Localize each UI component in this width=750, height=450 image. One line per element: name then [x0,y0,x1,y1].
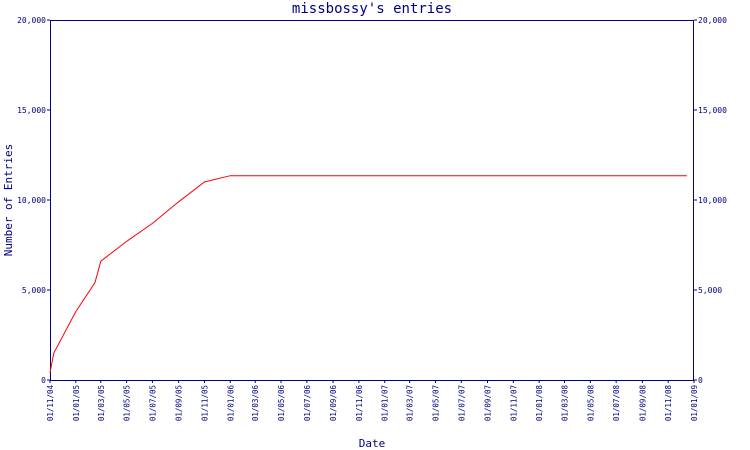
x-tick-label: 01/11/06 [355,385,364,422]
y-tick-label-right: 15,000 [698,106,727,115]
x-tick-label: 01/03/06 [251,385,260,422]
y-tick-label: 10,000 [17,196,46,205]
y-tick-label: 5,000 [22,286,46,295]
x-tick-label: 01/11/04 [46,385,55,422]
right-y-axis: 0 5,000 10,000 15,000 20,000 [694,16,727,385]
series-line-entries [49,175,687,373]
left-y-axis: 0 5,000 10,000 15,000 20,000 [17,16,50,385]
x-tick-label: 01/09/05 [175,385,184,421]
x-tick-label: 01/05/06 [277,385,286,422]
plot-area-border [50,20,694,381]
x-tick-label: 01/05/05 [123,385,132,421]
y-tick-label: 20,000 [17,16,46,25]
x-tick-label: 01/01/05 [72,385,81,421]
x-tick-label: 01/09/06 [329,385,338,422]
x-tick-label: 01/11/08 [664,385,673,422]
x-tick-label: 01/03/07 [406,385,415,421]
x-tick-label: 01/09/07 [484,385,493,421]
y-tick-label-right: 5,000 [698,286,722,295]
y-tick-label: 15,000 [17,106,46,115]
y-tick-label-right: 10,000 [698,196,727,205]
y-tick-label-right: 20,000 [698,16,727,25]
x-tick-label: 01/07/05 [148,385,157,421]
chart-title: missbossy's entries [292,1,452,17]
x-tick-label: 01/01/06 [226,385,235,422]
x-tick-label: 01/01/08 [535,385,544,422]
x-axis: 01/11/04 01/01/05 01/03/05 01/05/05 01/07/05… [46,380,699,421]
x-tick-label: 01/07/06 [303,385,312,422]
x-tick-label: 01/11/07 [509,385,518,421]
x-tick-label: 01/11/05 [200,385,209,421]
y-axis-title: Number of Entries [2,144,15,257]
y-tick-label-right: 0 [698,376,703,385]
x-tick-label: 01/01/09 [690,385,699,421]
x-tick-label: 01/01/07 [381,385,390,421]
x-tick-label: 01/05/07 [431,385,440,421]
x-tick-label: 01/07/08 [612,385,621,422]
x-axis-title: Date [359,437,386,450]
y-tick-label: 0 [41,376,46,385]
x-tick-label: 01/05/08 [586,385,595,422]
x-tick-label: 01/03/08 [561,385,570,422]
x-tick-label: 01/03/05 [97,385,106,421]
x-tick-label: 01/07/07 [457,385,466,421]
x-tick-label: 01/09/08 [638,385,647,422]
